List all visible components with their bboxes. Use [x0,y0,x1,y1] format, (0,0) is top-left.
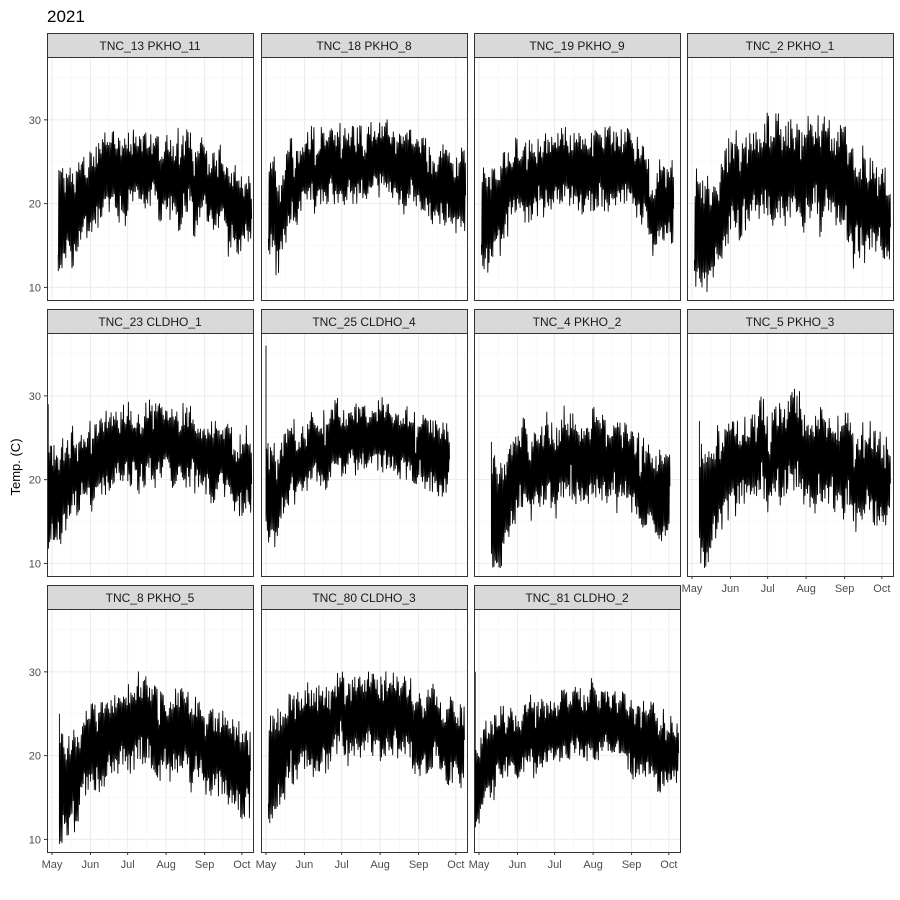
series-line [267,671,465,824]
series-line [57,127,253,272]
series-line [58,671,251,845]
panel-border [687,333,894,577]
facet-strip [474,585,681,610]
panel-border [474,609,681,853]
x-tick-label: Aug [583,859,603,871]
facet-strip [47,309,254,334]
x-tick-label: Jun [82,859,100,871]
series-line [698,388,891,569]
panel-border [474,333,681,577]
x-tick-label: Aug [796,583,816,595]
series-line [480,126,675,273]
facet-strip-label: TNC_8 PKHO_5 [106,591,195,605]
facet-strip-label: TNC_13 PKHO_11 [99,39,200,53]
panel-border [47,609,254,853]
y-tick-label: 10 [29,558,41,570]
panel-border [261,57,468,301]
facet-panel: TNC_25 CLDHO_4 [261,309,468,577]
x-tick-label: Oct [233,859,250,871]
y-tick-label: 20 [29,751,41,763]
y-tick-label: 30 [29,667,41,679]
facet-strip-label: TNC_2 PKHO_1 [746,39,835,53]
series-line [265,345,450,548]
x-tick-label: Jul [548,859,562,871]
series-line [267,119,467,276]
x-tick-label: May [682,583,703,595]
facet-strip [474,309,681,334]
x-tick-label: Sep [409,859,429,871]
x-tick-label: Jul [335,859,349,871]
facet-strip [47,585,254,610]
panel-border [261,333,468,577]
facet-strip [261,585,468,610]
facet-strip-label: TNC_18 PKHO_8 [316,39,412,53]
facet-strip-label: TNC_5 PKHO_3 [746,315,835,329]
panel-border [474,57,681,301]
facet-panel: TNC_13 PKHO_11 10 20 30 [29,33,254,301]
y-axis-label: Temp. (C) [8,438,23,495]
panel-border [47,57,254,301]
x-tick-label: May [469,859,490,871]
y-tick-label: 10 [29,834,41,846]
facet-panel: TNC_19 PKHO_9 [474,33,681,301]
facet-strip [261,33,468,58]
y-tick-label: 20 [29,199,41,211]
facet-strip-label: TNC_19 PKHO_9 [529,39,625,53]
facet-strip-label: TNC_4 PKHO_2 [533,315,622,329]
x-tick-label: Oct [873,583,890,595]
series-line [474,671,680,828]
facet-strip [687,33,894,58]
facet-panel: TNC_2 PKHO_1 [687,33,894,301]
x-tick-label: Jun [509,859,527,871]
x-tick-label: Oct [447,859,464,871]
chart-title: 2021 [47,7,85,26]
series-line [47,399,253,549]
panel-border [47,333,254,577]
x-tick-label: May [256,859,277,871]
facet-panel: TNC_5 PKHO_3 May Jun Jul Aug Sep Oct [682,309,894,595]
y-tick-label: 30 [29,115,41,127]
series-line [693,112,891,293]
facet-panel: TNC_80 CLDHO_3 May Jun Jul Aug Sep Oct [256,585,468,871]
x-tick-label: Jul [121,859,135,871]
x-tick-label: May [42,859,63,871]
facet-strip [47,33,254,58]
facet-strip [474,33,681,58]
facet-panel: TNC_23 CLDHO_1 10 20 30 [29,309,254,577]
facet-strip-label: TNC_80 CLDHO_3 [312,591,416,605]
y-tick-label: 30 [29,391,41,403]
x-tick-label: Aug [156,859,176,871]
y-tick-label: 10 [29,282,41,294]
facet-panel: TNC_4 PKHO_2 [474,309,681,577]
x-tick-label: Sep [195,859,215,871]
facet-panels: TNC_13 PKHO_11 10 20 30 TNC_18 PKHO_8 TNC_19 … [29,33,894,871]
x-tick-label: Jun [722,583,740,595]
x-tick-label: Sep [622,859,642,871]
y-tick-label: 20 [29,475,41,487]
panel-border [687,57,894,301]
x-tick-label: Aug [370,859,390,871]
x-tick-label: Sep [835,583,855,595]
facet-panel: TNC_8 PKHO_5 10 20 30 May Jun Jul Aug Sep Oct [29,585,254,871]
facet-panel: TNC_18 PKHO_8 [261,33,468,301]
facet-panel: TNC_81 CLDHO_2 May Jun Jul Aug Sep Oct [469,585,681,871]
x-tick-label: Oct [660,859,677,871]
x-tick-label: Jun [296,859,314,871]
facet-strip-label: TNC_25 CLDHO_4 [312,315,416,329]
panel-border [261,609,468,853]
x-tick-label: Jul [761,583,775,595]
facet-strip-label: TNC_23 CLDHO_1 [98,315,202,329]
facet-strip-label: TNC_81 CLDHO_2 [525,591,629,605]
series-line [490,405,671,569]
